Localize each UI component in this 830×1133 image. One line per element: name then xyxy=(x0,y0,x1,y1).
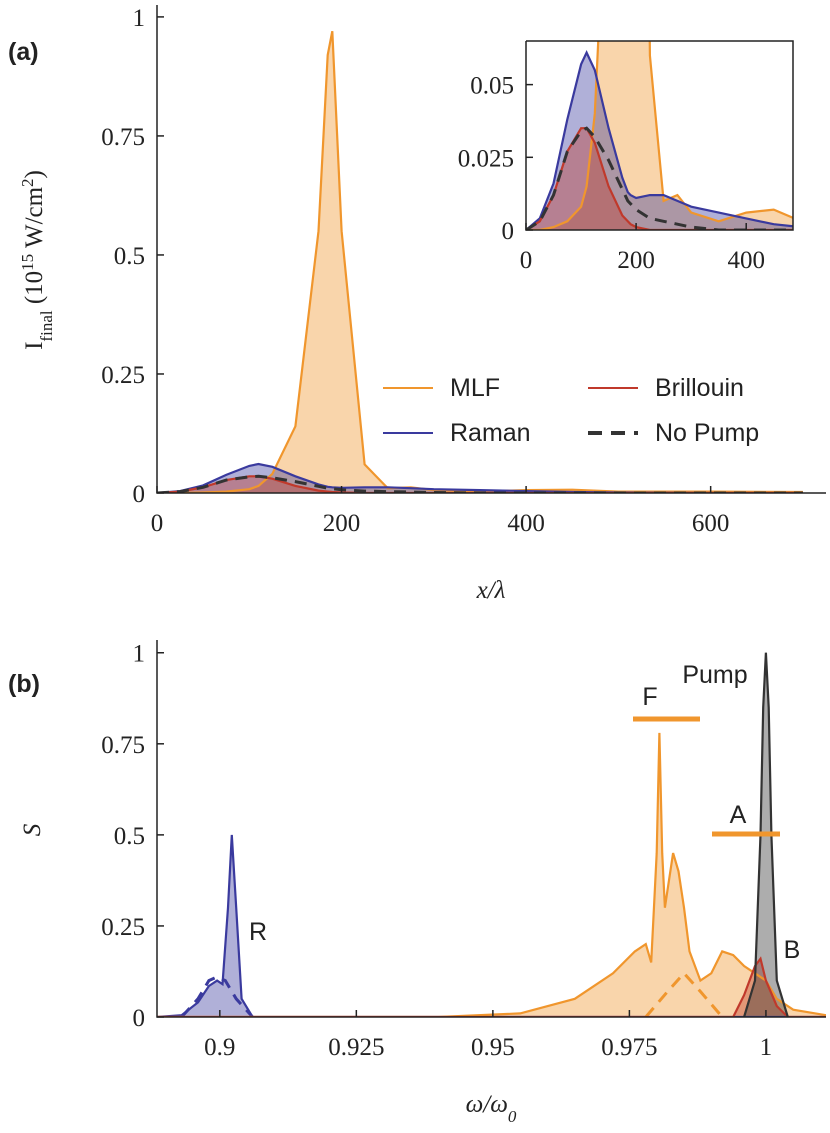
x-axis-label: ω/ω0 xyxy=(466,1091,517,1126)
area xyxy=(526,52,793,230)
y-axis-label: Ifinal (1015 W/cm2) xyxy=(18,170,56,350)
y-tick-label: 0.75 xyxy=(101,124,145,151)
area xyxy=(526,41,793,230)
line xyxy=(157,30,803,493)
y-tick-label: 0.025 xyxy=(458,145,514,172)
panel-label: (a) xyxy=(8,38,39,66)
y-axis-label-part: I xyxy=(21,342,48,350)
y-axis-label: S xyxy=(19,823,46,836)
axis-frame xyxy=(525,40,794,231)
plot-area xyxy=(526,41,793,230)
y-tick-label: 0.25 xyxy=(101,362,145,389)
x-tick-label: 400 xyxy=(727,247,765,274)
x-tick-label: 0 xyxy=(520,247,533,274)
x-tick-label: 400 xyxy=(507,510,545,537)
line xyxy=(157,956,826,1017)
y-tick-label: 1 xyxy=(133,5,146,32)
line xyxy=(526,50,793,230)
annotation: F xyxy=(642,683,657,711)
y-axis-label-part: S xyxy=(19,823,46,836)
y-axis-label-part: 15 xyxy=(18,254,37,271)
legend-label: Raman xyxy=(450,419,531,447)
x-tick-label: 600 xyxy=(692,510,730,537)
legend-label: No Pump xyxy=(655,419,759,447)
x-tick-label: 0.925 xyxy=(328,1034,384,1061)
line xyxy=(644,971,724,1017)
y-tick-label: 0.75 xyxy=(101,732,145,759)
x-axis-label-part: ω/ω xyxy=(466,1091,508,1118)
x-axis-label: x/λ xyxy=(476,577,506,604)
area xyxy=(157,31,803,493)
y-axis-label-part: (10 xyxy=(21,271,48,311)
y-tick-label: 1 xyxy=(133,641,146,668)
y-tick-label: 0.5 xyxy=(114,823,145,850)
y-tick-label: 0.5 xyxy=(114,243,145,270)
x-tick-label: 200 xyxy=(323,510,361,537)
line xyxy=(526,126,793,230)
line xyxy=(157,462,803,493)
annotation: B xyxy=(784,936,801,964)
inset-background xyxy=(526,41,793,230)
legend-label: MLF xyxy=(450,374,500,402)
x-tick-label: 0.9 xyxy=(204,1034,235,1061)
line xyxy=(157,732,826,1017)
panel-label: (b) xyxy=(8,670,40,698)
line xyxy=(743,652,789,1017)
y-tick-label: 0 xyxy=(502,218,515,245)
annotation: Pump xyxy=(682,661,747,689)
y-axis-label-part: 2 xyxy=(18,178,37,187)
x-tick-label: 200 xyxy=(617,247,655,274)
x-tick-label: 0.975 xyxy=(601,1034,657,1061)
area xyxy=(157,958,826,1017)
annotation: A xyxy=(730,801,747,829)
x-tick-label: 0 xyxy=(151,510,164,537)
legend-label: Brillouin xyxy=(655,374,744,402)
y-tick-label: 0.25 xyxy=(101,914,145,941)
y-axis-label-part: final xyxy=(37,310,56,341)
area xyxy=(157,732,826,1017)
y-tick-label: 0.05 xyxy=(470,73,514,100)
line xyxy=(157,834,826,1017)
line xyxy=(157,474,803,493)
x-tick-label: 0.95 xyxy=(471,1034,515,1061)
x-tick-label: 1 xyxy=(760,1034,773,1061)
y-tick-label: 0 xyxy=(133,481,146,508)
line xyxy=(180,975,254,1017)
line xyxy=(526,41,793,230)
area xyxy=(157,834,826,1017)
x-axis-label-part: 0 xyxy=(508,1107,517,1126)
area xyxy=(526,128,793,230)
y-axis-label-part: ) xyxy=(21,170,48,178)
y-tick-label: 0 xyxy=(133,1005,146,1032)
y-axis-label-part: W/cm xyxy=(21,186,48,253)
annotation: R xyxy=(249,918,267,946)
